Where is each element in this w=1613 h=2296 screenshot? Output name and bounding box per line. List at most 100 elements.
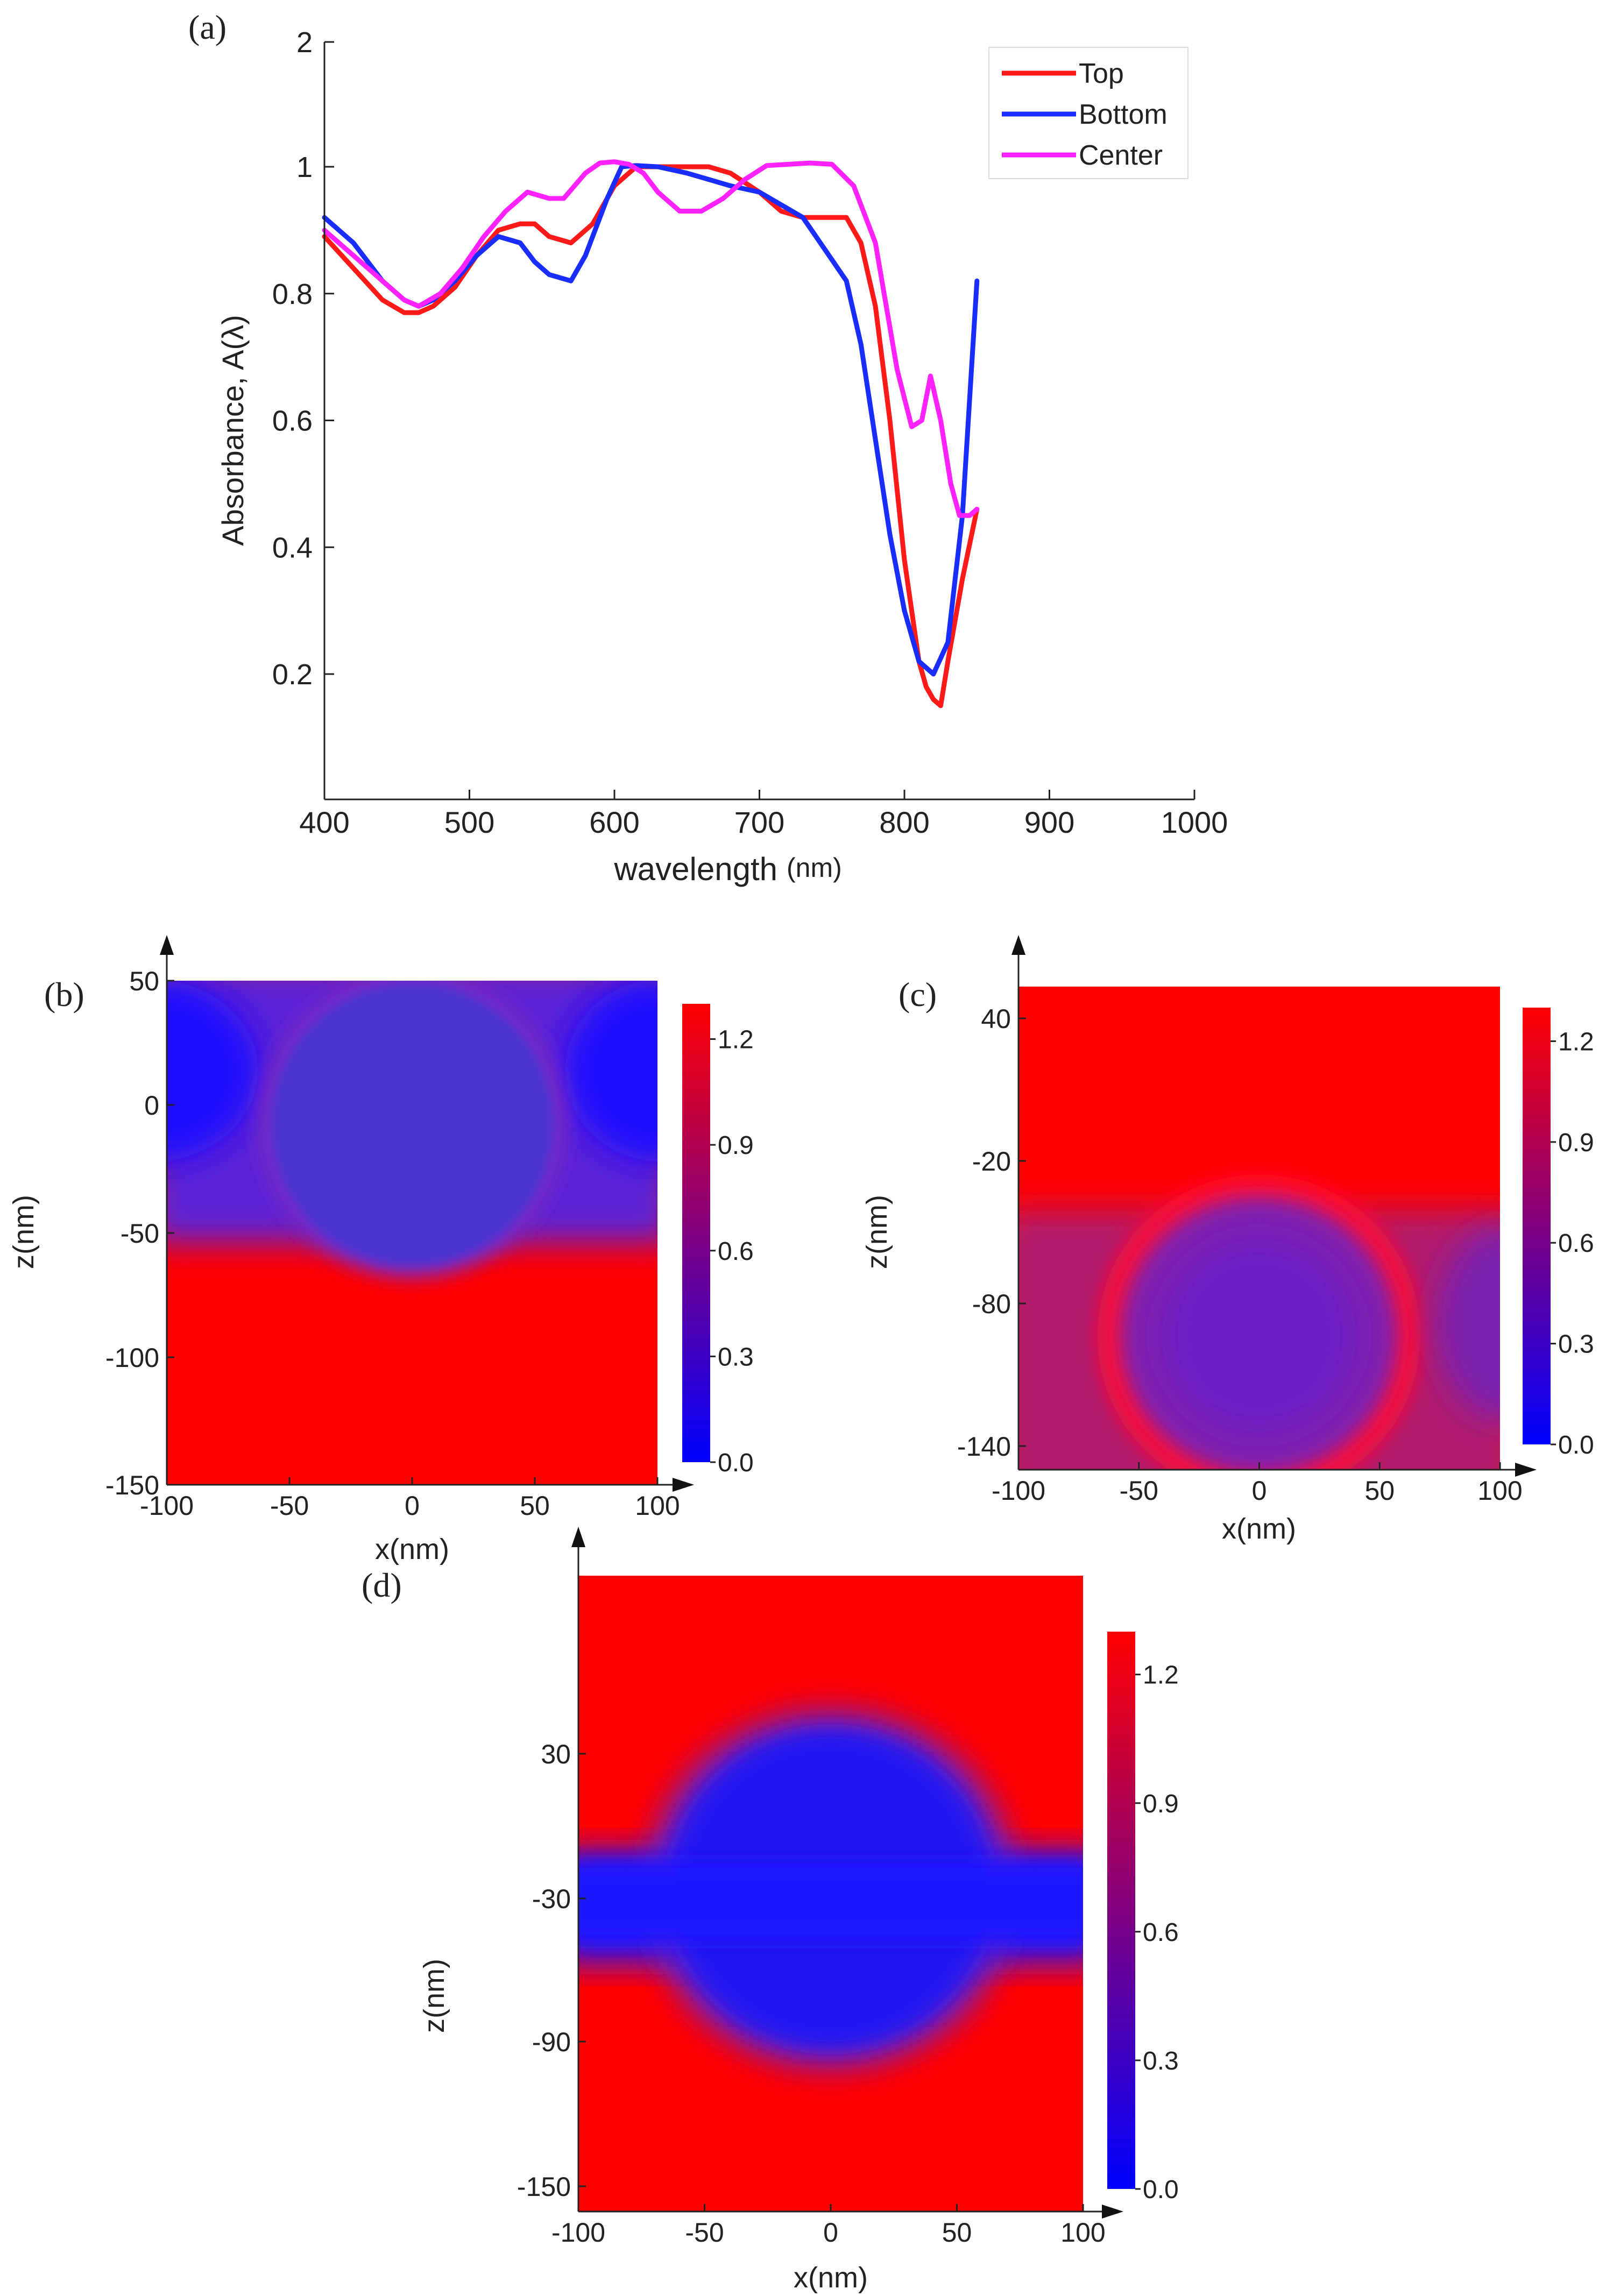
heatmap-c-x-arrow [1515, 1463, 1537, 1477]
chart-legend: Top Bottom Center [988, 47, 1188, 179]
heatmap-x-tick-label: -50 [270, 1491, 309, 1521]
x-tick-label: 900 [1024, 805, 1074, 839]
colorbar-tick-label: 0.3 [1558, 1330, 1594, 1359]
heatmap-y-tick-label: -30 [532, 1884, 571, 1914]
heatmap-d-ticks: -100 -50 0 50 100 30 -30 -90 -150 [517, 1739, 1106, 2248]
heatmap-x-tick-label: 0 [1252, 1476, 1267, 1506]
absorbance-line-chart: (a) 400 500 600 700 800 900 1000 0.2 0.4 0.6 0.8 1… [188, 8, 1228, 887]
absorbance-x-ticks: 400 500 600 700 800 900 1000 [299, 790, 1228, 839]
y-tick-label: 0.4 [272, 532, 313, 564]
y-tick-label: 0.6 [272, 405, 313, 437]
colorbar-tick-label: 0.3 [1143, 2047, 1179, 2075]
x-tick-label: 800 [879, 805, 929, 839]
y-axis-label: Absorbance, A(λ) [216, 315, 250, 546]
series-line-center [322, 159, 980, 518]
heatmap-y-tick-label: -150 [105, 1470, 159, 1500]
heatmap-b-y-label: z(nm) [8, 1195, 40, 1269]
colorbar-tick-label: 0.6 [1558, 1229, 1594, 1258]
heatmap-x-tick-label: 100 [1060, 2217, 1105, 2248]
heatmap-c-field [1018, 987, 1500, 1470]
heatmap-x-tick-label: 0 [823, 2217, 838, 2248]
legend-label-bottom: Bottom [1079, 99, 1168, 130]
heatmap-y-tick-label: 50 [129, 966, 159, 996]
absorbance-series-group [322, 159, 980, 708]
heatmap-b-y-arrow [160, 935, 174, 955]
heatmap-b-field [167, 981, 657, 1485]
heatmap-x-tick-label: 0 [405, 1491, 420, 1521]
heatmap-y-tick-label: 30 [541, 1739, 571, 1769]
colorbar-tick-label: 0.0 [1558, 1431, 1594, 1459]
panel-label-a: (a) [188, 8, 227, 46]
heatmap-d-x-label: x(nm) [794, 2262, 868, 2294]
heatmap-c-colorbar-ticks: 1.2 0.9 0.6 0.3 0.0 [1551, 1027, 1594, 1459]
x-tick-label: 1000 [1161, 805, 1228, 839]
heatmap-c-colorbar [1523, 1008, 1551, 1444]
y-tick-label: 0.2 [272, 658, 313, 691]
panel-label-d: (d) [362, 1566, 402, 1604]
heatmap-x-tick-label: 50 [942, 2217, 972, 2248]
series-line-top [322, 164, 980, 708]
heatmap-c-y-label: z(nm) [861, 1195, 893, 1269]
heatmap-x-tick-label: 100 [1477, 1476, 1522, 1506]
heatmap-d-y-label: z(nm) [418, 1959, 450, 2033]
x-tick-label: 500 [444, 805, 494, 839]
heatmap-x-tick-label: 50 [1364, 1476, 1395, 1506]
heatmap-x-tick-label: 50 [520, 1491, 550, 1521]
heatmap-d-y-arrow [571, 1527, 585, 1547]
heatmap-y-tick-label: -20 [972, 1146, 1011, 1177]
heatmap-d-colorbar-ticks: 1.2 0.9 0.6 0.3 0.0 [1135, 1661, 1179, 2204]
heatmap-d-x-arrow [1102, 2205, 1123, 2219]
heatmap-d-colorbar [1107, 1632, 1135, 2189]
heatmap-b-x-label: x(nm) [375, 1533, 449, 1565]
series-line-bottom [322, 163, 980, 677]
heatmap-x-tick-label: -50 [1120, 1476, 1158, 1506]
colorbar-tick-label: 0.9 [1143, 1790, 1179, 1818]
heatmap-y-tick-label: -150 [517, 2172, 571, 2202]
panel-label-c: (c) [899, 975, 937, 1014]
heatmap-x-tick-label: -100 [551, 2217, 605, 2248]
heatmap-b-colorbar [682, 1004, 710, 1462]
heatmap-panel-d: (d) -100 -50 0 50 100 30 -30 -90 -150 x(nm) z(nm… [362, 1527, 1179, 2294]
y-tick-label: 1 [296, 151, 313, 183]
heatmap-y-tick-label: -50 [121, 1218, 159, 1249]
heatmap-x-tick-label: 100 [635, 1491, 680, 1521]
y-tick-label: 0.8 [272, 278, 313, 310]
x-tick-label: 600 [589, 805, 639, 839]
heatmap-y-tick-label: 0 [144, 1090, 159, 1121]
heatmap-c-y-arrow [1011, 935, 1025, 955]
colorbar-tick-label: 1.2 [1558, 1027, 1594, 1056]
colorbar-tick-label: 0.6 [1143, 1918, 1179, 1947]
x-axis-unit: (nm) [787, 853, 842, 883]
heatmap-x-tick-label: -100 [992, 1476, 1045, 1506]
heatmap-x-tick-label: -100 [140, 1491, 194, 1521]
heatmap-d-field [578, 1576, 1083, 2212]
heatmap-panel-c: (c) -100 -50 0 50 100 40 -20 -80 -140 x(nm) z(nm… [861, 935, 1594, 1545]
colorbar-tick-label: 1.2 [718, 1026, 754, 1054]
legend-label-center: Center [1079, 140, 1163, 171]
heatmap-y-tick-label: -100 [105, 1343, 159, 1373]
heatmap-b-x-arrow [673, 1478, 694, 1492]
heatmap-y-tick-label: 40 [981, 1004, 1011, 1034]
panel-label-b: (b) [44, 975, 84, 1014]
colorbar-tick-label: 1.2 [1143, 1661, 1179, 1690]
x-axis-label: wavelength [613, 851, 777, 887]
heatmap-c-ticks: -100 -50 0 50 100 40 -20 -80 -140 [957, 1004, 1523, 1506]
colorbar-tick-label: 0.0 [1143, 2175, 1179, 2204]
colorbar-tick-label: 0.6 [718, 1237, 754, 1266]
colorbar-tick-label: 0.0 [718, 1449, 754, 1477]
absorbance-y-ticks: 0.2 0.4 0.6 0.8 1 2 [272, 26, 334, 691]
heatmap-b-colorbar-ticks: 1.2 0.9 0.6 0.3 0.0 [710, 1026, 754, 1477]
colorbar-tick-label: 0.3 [718, 1343, 754, 1371]
heatmap-y-tick-label: -80 [972, 1289, 1011, 1319]
y-tick-label: 2 [296, 26, 313, 59]
x-tick-label: 700 [734, 805, 784, 839]
heatmap-y-tick-label: -90 [532, 2027, 571, 2057]
colorbar-tick-label: 0.9 [1558, 1129, 1594, 1157]
x-tick-label: 400 [299, 805, 349, 839]
legend-label-top: Top [1079, 58, 1124, 89]
colorbar-tick-label: 0.9 [718, 1131, 754, 1160]
heatmap-y-tick-label: -140 [957, 1432, 1011, 1462]
